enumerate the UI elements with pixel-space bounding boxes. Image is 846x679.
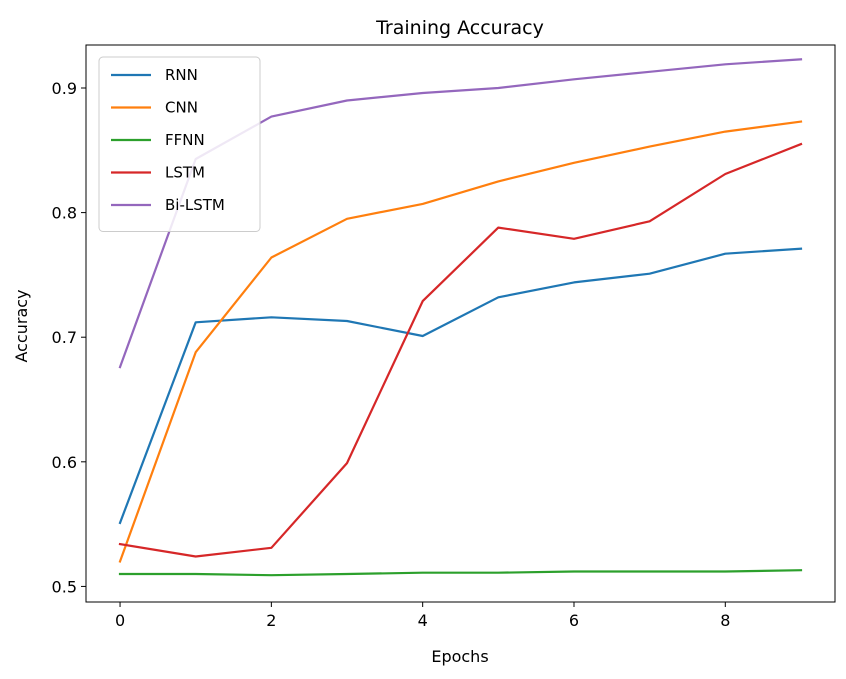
legend-label-bi-lstm: Bi-LSTM <box>165 196 225 214</box>
legend-label-lstm: LSTM <box>165 164 205 182</box>
chart-title: Training Accuracy <box>375 17 544 39</box>
y-tick-label: 0.6 <box>52 453 77 472</box>
legend: RNN CNN FFNN LSTM Bi-LSTM <box>98 56 261 232</box>
y-axis-label: Accuracy <box>12 289 31 362</box>
series-line-lstm <box>118 142 803 558</box>
y-tick-label: 0.7 <box>52 328 77 347</box>
x-axis-label: Epochs <box>431 647 488 666</box>
plot-frame <box>85 44 836 603</box>
series-line-cnn <box>118 120 803 563</box>
legend-label-cnn: CNN <box>165 99 198 117</box>
series-line-rnn <box>118 247 803 525</box>
legend-label-rnn: RNN <box>165 66 198 84</box>
x-tick-label: 6 <box>569 611 579 630</box>
series-line-ffnn <box>118 569 803 577</box>
x-tick-label: 8 <box>720 611 730 630</box>
x-tick-label: 0 <box>115 611 125 630</box>
x-tick-label: 4 <box>418 611 428 630</box>
x-tick-label: 2 <box>266 611 276 630</box>
legend-label-ffnn: FFNN <box>165 131 205 149</box>
ticks-layer: 0 2 4 6 8 0.5 0.6 0.7 0.8 0.9 <box>52 79 731 630</box>
y-tick-label: 0.8 <box>52 204 77 223</box>
legend-box <box>98 56 261 232</box>
y-tick-label: 0.9 <box>52 79 77 98</box>
y-tick-label: 0.5 <box>52 577 77 596</box>
